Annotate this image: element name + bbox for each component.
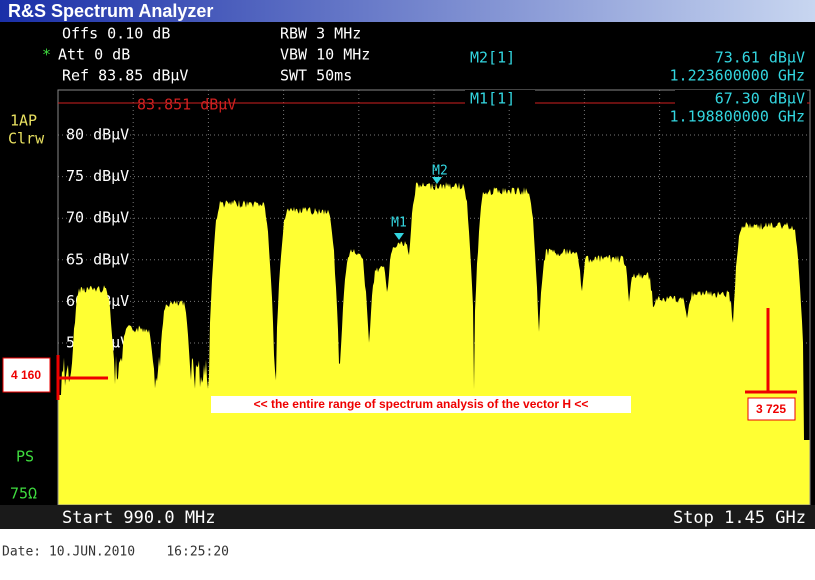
annot-box	[747, 397, 796, 421]
spectrum-trace	[58, 182, 810, 505]
att: Att 0 dB	[58, 46, 130, 64]
y-label: 75 dBµV	[66, 167, 129, 185]
marker-bg	[465, 90, 535, 108]
marker-level: 73.61 dBµV	[715, 49, 805, 67]
status: 75Ω	[10, 485, 37, 503]
y-label: 80 dBµV	[66, 126, 129, 144]
trace-mode: 1AP	[10, 112, 37, 130]
caption-box	[211, 396, 631, 413]
att-flag: *	[42, 46, 51, 64]
marker-bg	[675, 90, 807, 108]
marker-freq: 1.223600000 GHz	[670, 67, 805, 85]
marker-name: M1[1]	[470, 90, 515, 108]
vbw: VBW 10 MHz	[280, 46, 370, 64]
caption: << the entire range of spectrum analysis…	[254, 397, 589, 411]
bottom-bar	[0, 505, 815, 529]
marker-label: M2	[432, 164, 448, 179]
y-label: 65 dBµV	[66, 250, 129, 268]
y-label: 70 dBµV	[66, 209, 129, 227]
marker-name: M2[1]	[470, 49, 515, 67]
ref-line-label: 83.851 dBµV	[137, 96, 236, 114]
offs: Offs 0.10 dB	[62, 25, 170, 43]
window-title: R&S Spectrum Analyzer	[8, 1, 213, 21]
annot-left: 4 160	[11, 368, 41, 382]
marker-level: 67.30 dBµV	[715, 90, 805, 108]
marker-m1	[394, 233, 404, 240]
annot-box	[2, 357, 51, 393]
trace-mode: Clrw	[8, 130, 45, 148]
rbw: RBW 3 MHz	[280, 25, 361, 43]
swt: SWT 50ms	[280, 67, 352, 85]
stop: Stop 1.45 GHz	[673, 508, 806, 528]
marker-m2	[432, 177, 442, 184]
status: PS	[16, 448, 34, 466]
date: Date: 10.JUN.2010 16:25:20	[2, 545, 229, 560]
marker-freq: 1.198800000 GHz	[670, 108, 805, 126]
marker-label: M1	[391, 216, 407, 231]
start: Start 990.0 MHz	[62, 508, 216, 528]
annot-right: 3 725	[756, 402, 786, 416]
title-bar	[0, 0, 815, 22]
ref: Ref 83.85 dBµV	[62, 67, 188, 85]
